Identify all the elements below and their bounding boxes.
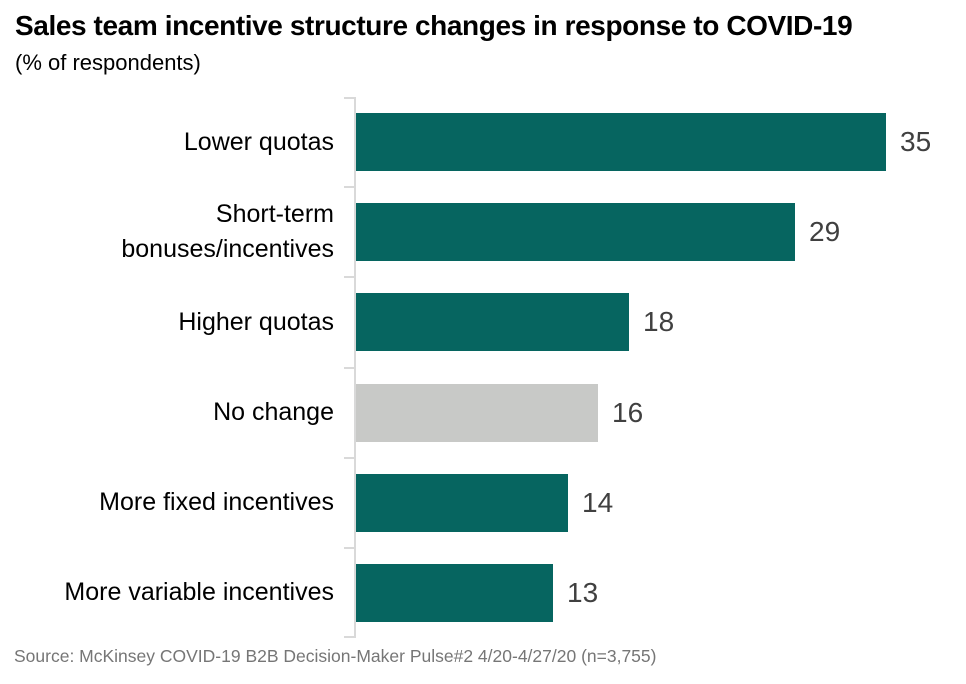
value-label: 35: [900, 126, 932, 158]
axis-tick: [344, 457, 354, 459]
bar: [356, 563, 553, 622]
bar: [356, 293, 629, 352]
chart-subtitle: (% of respondents): [15, 50, 201, 75]
chart-rows: Lower quotas 35 Short-term bonuses/incen…: [0, 97, 966, 638]
value-label: 14: [582, 486, 614, 518]
value-label: 13: [567, 576, 599, 608]
bar-cell: 18: [334, 293, 966, 352]
chart-row: Higher quotas 18: [0, 277, 966, 367]
axis-line: [344, 97, 356, 638]
bar-cell: 35: [334, 113, 966, 172]
chart-row: No change 16: [0, 368, 966, 458]
bar: [356, 203, 795, 262]
category-label: Lower quotas: [183, 127, 334, 156]
axis-tick: [344, 276, 354, 278]
chart-row: More variable incentives 13: [0, 548, 966, 638]
bar: [356, 113, 886, 172]
value-label: 16: [612, 396, 644, 428]
chart-title: Sales team incentive structure changes i…: [15, 10, 853, 41]
chart-row: More fixed incentives 14: [0, 458, 966, 548]
source-note: Source: McKinsey COVID-19 B2B Decision-M…: [14, 646, 657, 666]
axis-tick: [344, 97, 354, 99]
bar-cell: 29: [334, 203, 966, 262]
bar-cell: 13: [334, 563, 966, 622]
bar-chart: Lower quotas 35 Short-term bonuses/incen…: [0, 97, 966, 638]
bar-cell: 14: [334, 473, 966, 532]
chart-row: Short-term bonuses/incentives 29: [0, 187, 966, 277]
axis-tick: [344, 186, 354, 188]
category-label: More fixed incentives: [99, 488, 334, 517]
axis-tick: [344, 367, 354, 369]
bar: [356, 383, 598, 442]
bar: [356, 473, 568, 532]
axis-tick: [344, 547, 354, 549]
chart-row: Lower quotas 35: [0, 97, 966, 187]
value-label: 29: [809, 216, 841, 248]
category-label: No change: [213, 398, 334, 427]
value-label: 18: [643, 306, 675, 338]
axis-tick: [344, 636, 354, 638]
category-label: More variable incentives: [64, 578, 334, 607]
category-label: Short-term bonuses/incentives: [121, 200, 334, 264]
bar-cell: 16: [334, 383, 966, 442]
category-label: Higher quotas: [178, 307, 334, 336]
